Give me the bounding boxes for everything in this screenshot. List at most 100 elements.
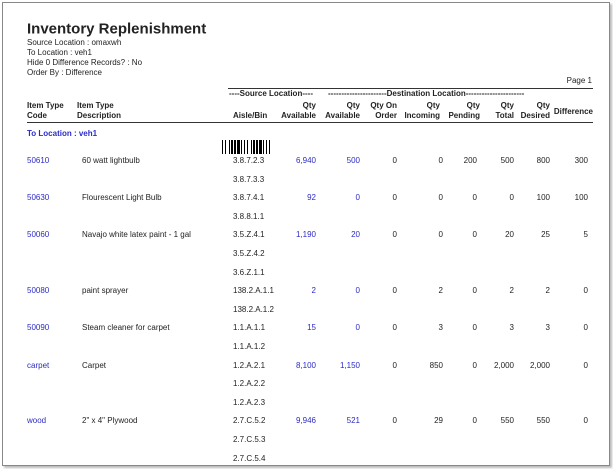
- qty-value: 3: [546, 324, 550, 332]
- item-code: 50630: [27, 194, 49, 202]
- aisle-bin: 1.1.A.1.2: [233, 343, 265, 351]
- column-header: Item Type: [27, 102, 64, 110]
- column-header: Incoming: [404, 112, 440, 120]
- barcode-bar: [247, 140, 248, 154]
- column-header: Pending: [448, 112, 480, 120]
- qty-value: 0: [439, 231, 443, 239]
- item-code: 50090: [27, 324, 49, 332]
- qty-value: 0: [584, 287, 588, 295]
- aisle-bin: 1.2.A.2.1: [233, 362, 265, 370]
- qty-value: 15: [307, 324, 316, 332]
- column-header: Order: [375, 112, 397, 120]
- qty-value: 5: [584, 231, 588, 239]
- item-description: 60 watt lightbulb: [82, 157, 140, 165]
- qty-value: 100: [537, 194, 550, 202]
- column-header: Code: [27, 112, 47, 120]
- qty-value: 550: [537, 417, 550, 425]
- report-parameter: Source Location : omaxwh: [27, 39, 121, 47]
- item-description: Flourescent Light Bulb: [82, 194, 162, 202]
- item-description: paint sprayer: [82, 287, 128, 295]
- qty-value: 550: [501, 417, 514, 425]
- aisle-bin: 2.7.C.5.4: [233, 455, 265, 463]
- column-header: Desired: [521, 112, 550, 120]
- aisle-bin: 3.5.Z.4.2: [233, 250, 265, 258]
- qty-value: 20: [351, 231, 360, 239]
- item-description: Carpet: [82, 362, 106, 370]
- qty-value: 0: [473, 324, 477, 332]
- barcode-bar: [231, 140, 233, 154]
- column-header: Qty: [537, 102, 550, 110]
- qty-value: 0: [356, 287, 360, 295]
- qty-value: 8,100: [296, 362, 316, 370]
- qty-value: 1,150: [340, 362, 360, 370]
- qty-value: 0: [393, 324, 397, 332]
- qty-value: 0: [473, 287, 477, 295]
- barcode-bar: [244, 140, 245, 154]
- qty-value: 2,000: [494, 362, 514, 370]
- column-header: Qty: [347, 102, 360, 110]
- qty-value: 20: [505, 231, 514, 239]
- barcode-bar: [256, 140, 258, 154]
- column-header: Item Type: [77, 102, 114, 110]
- column-header: Qty On: [370, 102, 397, 110]
- item-code: 50610: [27, 157, 49, 165]
- qty-value: 2: [312, 287, 316, 295]
- qty-value: 2: [546, 287, 550, 295]
- qty-value: 100: [575, 194, 588, 202]
- qty-value: 0: [393, 194, 397, 202]
- aisle-bin: 1.2.A.2.2: [233, 380, 265, 388]
- qty-value: 0: [393, 362, 397, 370]
- column-header: Aisle/Bin: [233, 112, 267, 120]
- qty-value: 0: [439, 157, 443, 165]
- column-header: Qty: [467, 102, 480, 110]
- qty-value: 25: [541, 231, 550, 239]
- aisle-bin: 3.5.Z.4.1: [233, 231, 265, 239]
- qty-value: 6,940: [296, 157, 316, 165]
- qty-value: 0: [473, 231, 477, 239]
- barcode-bar: [269, 140, 270, 154]
- barcode-bar: [241, 140, 242, 154]
- group-label: To Location : veh1: [27, 130, 97, 138]
- qty-value: 800: [537, 157, 550, 165]
- item-code: wood: [27, 417, 46, 425]
- qty-value: 2,000: [530, 362, 550, 370]
- qty-value: 3: [510, 324, 514, 332]
- item-description: 2" x 4" Plywood: [82, 417, 137, 425]
- qty-value: 500: [501, 157, 514, 165]
- aisle-bin: 2.7.C.5.3: [233, 436, 265, 444]
- qty-value: 0: [356, 194, 360, 202]
- qty-value: 521: [347, 417, 360, 425]
- item-code: 50080: [27, 287, 49, 295]
- item-description: Navajo white latex paint - 1 gal: [82, 231, 191, 239]
- qty-value: 2: [510, 287, 514, 295]
- aisle-bin: 3.8.7.4.1: [233, 194, 264, 202]
- column-header: Qty: [427, 102, 440, 110]
- column-header: Difference: [554, 108, 593, 116]
- barcode-bar: [266, 140, 267, 154]
- aisle-bin: 3.8.7.2.3: [233, 157, 264, 165]
- qty-value: 0: [584, 417, 588, 425]
- item-description: Steam cleaner for carpet: [82, 324, 170, 332]
- qty-value: 0: [584, 362, 588, 370]
- barcode-bar: [251, 140, 252, 154]
- column-header: Qty: [501, 102, 514, 110]
- aisle-bin: 3.8.7.3.3: [233, 176, 264, 184]
- column-header: Total: [495, 112, 514, 120]
- report-parameter: Hide 0 Difference Records? : No: [27, 59, 142, 67]
- qty-value: 300: [575, 157, 588, 165]
- column-header: Description: [77, 112, 121, 120]
- column-header: Available: [325, 112, 360, 120]
- qty-value: 0: [473, 194, 477, 202]
- qty-value: 850: [430, 362, 443, 370]
- barcode-bar: [222, 140, 223, 154]
- qty-value: 0: [356, 324, 360, 332]
- item-code: 50060: [27, 231, 49, 239]
- group-header: ----------------------Destination Locati…: [328, 90, 524, 98]
- qty-value: 0: [473, 362, 477, 370]
- page-number: Page 1: [567, 77, 592, 85]
- barcode-bar: [259, 140, 262, 154]
- qty-value: 0: [393, 231, 397, 239]
- qty-value: 500: [347, 157, 360, 165]
- qty-value: 0: [473, 417, 477, 425]
